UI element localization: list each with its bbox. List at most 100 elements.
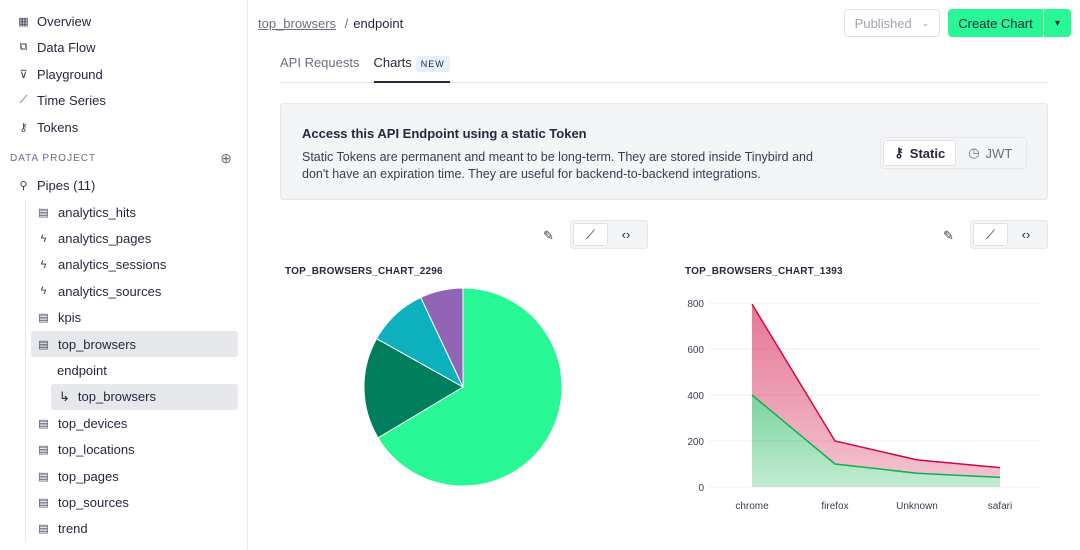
sidebar-item-data-flow[interactable]: ⧉ Data Flow <box>0 35 247 62</box>
breadcrumb-separator: / <box>344 16 349 31</box>
pipe-item[interactable]: ▤ top_sources <box>31 489 238 515</box>
pipe-label: analytics_pages <box>58 231 152 247</box>
breadcrumb-pipe-link[interactable]: top_browsers <box>258 16 337 31</box>
x-tick-label: firefox <box>821 501 848 512</box>
area-series-2 <box>752 304 1000 478</box>
info-title: Access this API Endpoint using a static … <box>302 126 587 141</box>
token-info-panel: Access this API Endpoint using a static … <box>280 103 1048 200</box>
endpoint-label: endpoint <box>57 363 107 379</box>
create-chart-menu-button[interactable]: ▾ <box>1044 9 1071 37</box>
tab-charts-label: Charts <box>373 55 412 70</box>
sidebar-item-pipes[interactable]: ⚲ Pipes (11) <box>0 173 247 200</box>
sidebar-item-tokens[interactable]: ⚷ Tokens <box>0 114 247 141</box>
pipes-label: Pipes (11) <box>37 178 96 194</box>
token-type-toggle: ⚷ Static ◷ JWT <box>880 137 1027 169</box>
table-icon: ▤ <box>38 496 49 509</box>
pipe-label: trend <box>58 521 88 537</box>
create-chart-button[interactable]: Create Chart <box>948 9 1043 37</box>
key-icon: ⚷ <box>19 121 28 134</box>
pie-chart <box>363 287 563 487</box>
pipe-item[interactable]: ▤ top_locations <box>31 437 238 463</box>
sitemap-icon: ⧉ <box>19 41 28 54</box>
tab-api-requests[interactable]: API Requests <box>280 55 360 70</box>
static-token-button[interactable]: ⚷ Static <box>883 140 957 166</box>
pipe-label: kpis <box>58 310 82 326</box>
pipe-label: top_devices <box>58 415 128 431</box>
pipe-item[interactable]: ϟ analytics_sources <box>31 278 238 304</box>
x-tick-label: Unknown <box>896 501 938 512</box>
chart-view-button[interactable]: ⟋ <box>573 223 608 246</box>
sidebar-item-playground[interactable]: ⊽ Playground <box>0 61 247 88</box>
table-icon: ▤ <box>38 417 49 430</box>
pipe-item[interactable]: ▤ trend <box>31 516 238 542</box>
code-icon: ‹› <box>621 227 631 242</box>
breadcrumb-node: endpoint <box>353 16 404 31</box>
area-series-1 <box>752 395 1000 487</box>
pipe-item[interactable]: ▤ top_devices <box>31 410 238 436</box>
sidebar: ▦ Overview ⧉ Data Flow ⊽ Playground ⟋ Time Seri… <box>0 0 248 550</box>
pie-slice-chrome[interactable] <box>377 287 563 487</box>
main: top_browsers / endpoint Published ⌄ Create… <box>258 0 1080 550</box>
pipe-label: analytics_sessions <box>58 257 167 273</box>
pipe-item[interactable]: ▤ top_browsers <box>31 330 238 358</box>
table-icon: ▤ <box>38 523 49 536</box>
chevron-down-icon: ⌄ <box>921 17 930 28</box>
sidebar-item-overview[interactable]: ▦ Overview <box>0 8 247 35</box>
bolt-icon: ϟ <box>40 232 47 245</box>
pipe-item[interactable]: ▤ top_pages <box>31 463 238 489</box>
pipe-label: top_sources <box>58 494 129 510</box>
y-tick-label: 400 <box>687 391 704 402</box>
pipe-item[interactable]: ▤ kpis <box>31 305 238 331</box>
published-dropdown[interactable]: Published ⌄ <box>844 9 940 37</box>
chart-line-icon: ⟋ <box>19 94 28 107</box>
breadcrumb: top_browsers / endpoint <box>258 16 403 31</box>
playground-icon: ⊽ <box>19 68 28 81</box>
chart-line-icon: ⟋ <box>585 226 596 242</box>
area-chart: 0 200 400 600 800 chrome firefox Unknown safari <box>687 299 1040 512</box>
section-label: DATA PROJECT <box>10 153 97 164</box>
chart-view-button[interactable]: ⟋ <box>973 223 1008 246</box>
jwt-label: JWT <box>985 145 1013 161</box>
sidebar-item-label: Playground <box>37 66 103 82</box>
node-item[interactable]: ↳ top_browsers <box>51 383 238 411</box>
sidebar-item-time-series[interactable]: ⟋ Time Series <box>0 88 247 115</box>
tab-charts[interactable]: Charts NEW <box>373 52 450 83</box>
bolt-icon: ϟ <box>40 258 47 271</box>
tabs: API Requests Charts NEW <box>280 52 1048 83</box>
table-icon: ▤ <box>38 312 49 325</box>
edit-chart-icon[interactable]: ✎ <box>943 228 954 243</box>
pipe-label: analytics_sources <box>58 283 162 299</box>
add-circle-icon[interactable]: ⊕ <box>220 150 233 166</box>
pipe-item[interactable]: ϟ analytics_pages <box>31 225 238 251</box>
pipe-label: top_locations <box>58 442 135 458</box>
chart-title: TOP_BROWSERS_CHART_1393 <box>685 266 843 277</box>
pipe-item[interactable]: ϟ analytics_sessions <box>31 252 238 278</box>
arrow-turn-icon: ↳ <box>59 388 70 404</box>
info-text: Static Tokens are permanent and meant to… <box>302 150 813 181</box>
y-tick-label: 200 <box>687 437 704 448</box>
table-icon: ▤ <box>38 338 49 351</box>
table-icon: ▤ <box>38 470 49 483</box>
code-view-button[interactable]: ‹› <box>608 223 644 246</box>
pie-slice-firefox[interactable] <box>363 337 464 439</box>
edit-chart-icon[interactable]: ✎ <box>543 228 554 243</box>
pie-slice-safari[interactable] <box>420 287 464 388</box>
key-icon: ⚷ <box>894 145 904 160</box>
node-label: top_browsers <box>77 389 156 405</box>
code-view-button[interactable]: ‹› <box>1008 223 1044 246</box>
pipe-label: analytics_hits <box>58 204 137 220</box>
pipe-item[interactable]: ▤ analytics_hits <box>31 199 238 225</box>
y-tick-label: 0 <box>698 483 704 494</box>
sidebar-item-label: Tokens <box>37 119 79 135</box>
jwt-token-button[interactable]: ◷ JWT <box>956 140 1024 166</box>
pipe-icon: ⚲ <box>19 180 28 193</box>
y-tick-label: 800 <box>687 299 704 310</box>
line-series-2 <box>751 303 1001 469</box>
x-tick-label: chrome <box>735 501 769 512</box>
endpoint-item[interactable]: endpoint <box>51 357 238 383</box>
code-icon: ‹› <box>1021 227 1031 242</box>
new-badge: NEW <box>415 56 450 72</box>
sidebar-item-label: Overview <box>37 13 92 29</box>
table-icon: ▤ <box>38 206 49 219</box>
bolt-icon: ϟ <box>40 285 47 298</box>
